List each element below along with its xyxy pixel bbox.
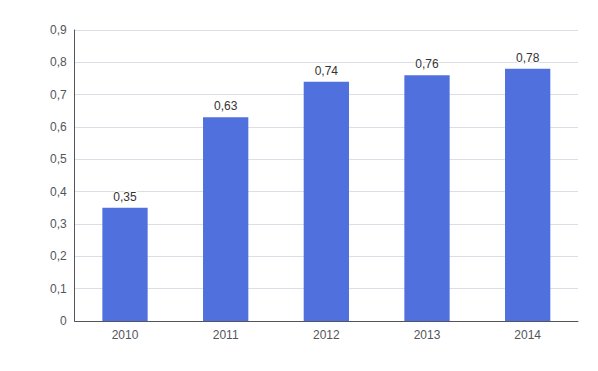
svg-text:0,78: 0,78 [516,51,540,65]
svg-text:2014: 2014 [514,328,541,342]
svg-text:0,74: 0,74 [315,64,339,78]
svg-text:0,2: 0,2 [50,249,67,263]
svg-text:0,3: 0,3 [50,217,67,231]
svg-text:0,6: 0,6 [50,120,67,134]
svg-text:2010: 2010 [112,328,139,342]
svg-text:0,8: 0,8 [50,55,67,69]
svg-text:2013: 2013 [414,328,441,342]
svg-text:0: 0 [60,314,67,328]
svg-text:0,9: 0,9 [50,23,67,37]
svg-text:0,7: 0,7 [50,88,67,102]
svg-text:2012: 2012 [313,328,340,342]
svg-text:0,5: 0,5 [50,152,67,166]
svg-text:0,76: 0,76 [415,57,439,71]
svg-text:0,35: 0,35 [113,190,137,204]
svg-text:2011: 2011 [213,328,239,342]
svg-text:0,4: 0,4 [50,185,67,199]
svg-text:0,1: 0,1 [50,282,67,296]
svg-text:0,63: 0,63 [214,99,238,113]
